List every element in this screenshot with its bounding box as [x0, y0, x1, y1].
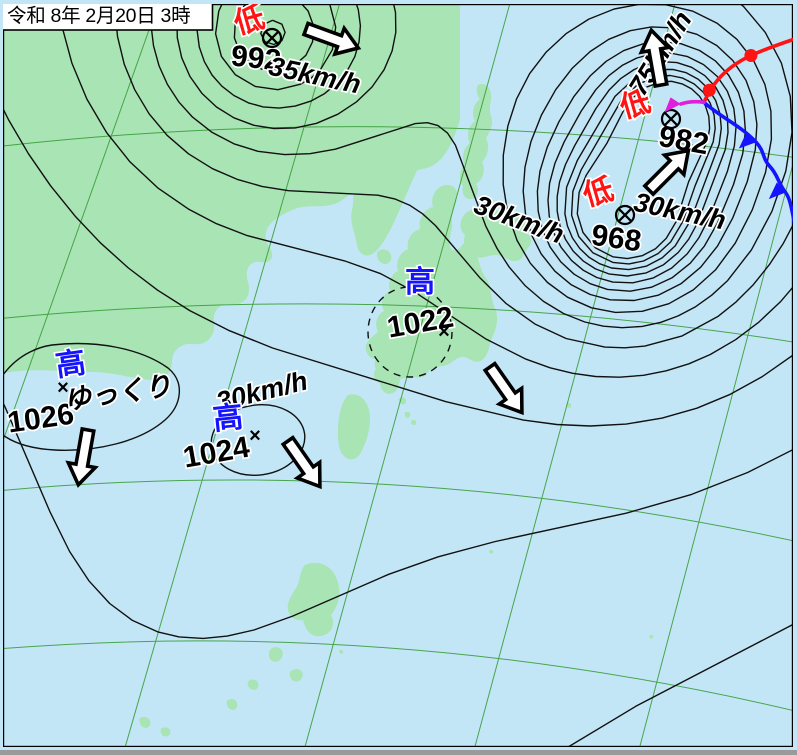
svg-text:高: 高 — [211, 401, 244, 437]
svg-text:×: × — [249, 425, 261, 447]
svg-text:高: 高 — [405, 266, 435, 299]
svg-text:×: × — [438, 321, 450, 343]
svg-text:×: × — [57, 377, 69, 399]
svg-text:令和 8年 2月20日 3時: 令和 8年 2月20日 3時 — [7, 5, 190, 27]
svg-text:968: 968 — [589, 219, 643, 259]
